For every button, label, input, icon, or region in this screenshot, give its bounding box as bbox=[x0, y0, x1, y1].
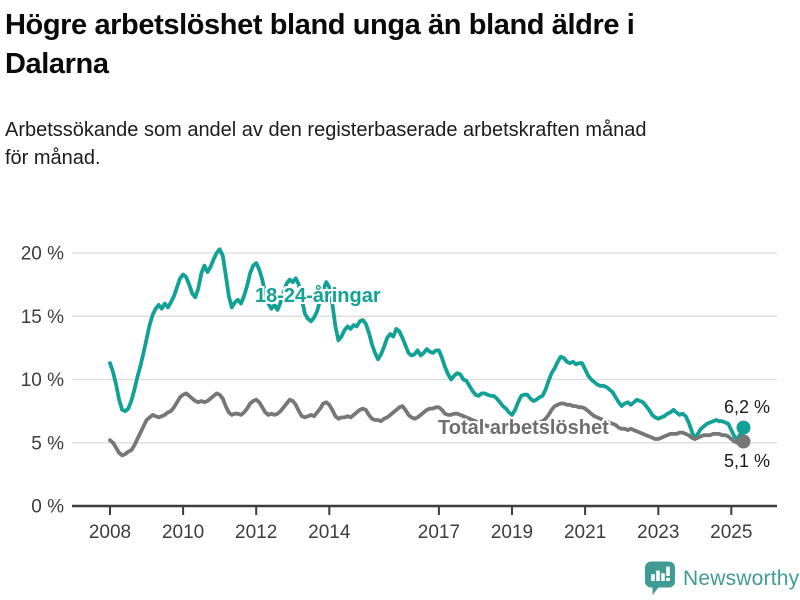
y-axis-tick-label: 10 % bbox=[21, 370, 64, 391]
end-value-label-total: 5,1 % bbox=[723, 451, 770, 471]
end-value-label-youth: 6,2 % bbox=[723, 397, 770, 417]
x-axis-tick-label: 2012 bbox=[235, 522, 277, 543]
newsworthy-bubble-chart-icon bbox=[644, 561, 676, 596]
y-axis-tick-label: 5 % bbox=[31, 433, 64, 454]
x-axis-tick-label: 2019 bbox=[491, 522, 533, 543]
series-end-dot-total bbox=[736, 434, 751, 449]
page-title: Högre arbetslöshet bland unga än bland ä… bbox=[5, 9, 635, 80]
x-axis-tick-label: 2017 bbox=[418, 522, 460, 543]
series-label-total: Total arbetslöshet bbox=[438, 417, 609, 439]
chart-subtitle: Arbetssökande som andel av den registerb… bbox=[5, 119, 647, 169]
brand-name: Newsworthy bbox=[683, 566, 800, 590]
x-axis-tick-label: 2025 bbox=[710, 522, 752, 543]
series-end-dot-youth bbox=[736, 420, 751, 435]
series-label-youth: 18-24-åringar bbox=[255, 285, 381, 307]
x-axis-tick-label: 2021 bbox=[564, 522, 606, 543]
y-axis-tick-label: 15 % bbox=[21, 307, 64, 328]
x-axis-tick-label: 2023 bbox=[637, 522, 679, 543]
x-axis-tick-label: 2014 bbox=[308, 522, 351, 543]
y-axis-tick-label: 20 % bbox=[21, 244, 64, 265]
newsworthy-logo[interactable]: Newsworthy bbox=[644, 561, 799, 596]
x-axis-tick-label: 2010 bbox=[162, 522, 204, 543]
series-line-total bbox=[108, 391, 746, 458]
y-axis-tick-label: 0 % bbox=[31, 497, 64, 518]
x-axis-tick-label: 2008 bbox=[89, 522, 131, 543]
series-line-youth bbox=[108, 247, 746, 441]
